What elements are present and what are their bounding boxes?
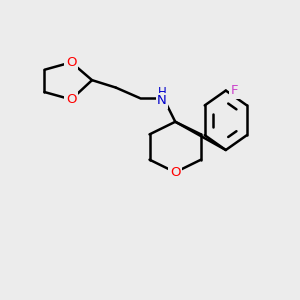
- Text: H: H: [158, 86, 166, 99]
- Text: N: N: [157, 94, 167, 107]
- Text: O: O: [170, 166, 181, 179]
- Text: O: O: [66, 56, 76, 69]
- Text: O: O: [66, 93, 76, 106]
- Text: F: F: [231, 84, 238, 97]
